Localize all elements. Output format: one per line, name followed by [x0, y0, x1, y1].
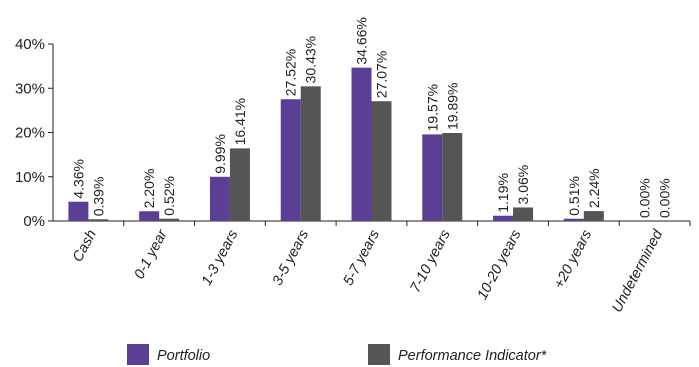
category-label: 7-10 years: [408, 227, 454, 295]
bar-portfolio: [351, 67, 372, 221]
category-label: 5-7 years: [341, 227, 384, 288]
y-tick-label: 10%: [15, 169, 45, 186]
data-label: 19.57%: [424, 84, 440, 131]
bar-portfolio: [139, 211, 160, 221]
data-label: 9.99%: [212, 134, 228, 174]
chart-data-labels: 4.36% 0.39% 2.20% 0.52% 9.99%16.41% 27.52% 30.…: [70, 17, 672, 218]
data-label: 0.00%: [637, 178, 653, 218]
data-label: 34.66%: [354, 17, 370, 64]
bar-indicator: [371, 101, 392, 221]
data-label: 30.43%: [303, 36, 319, 83]
data-label: 1.19%: [495, 173, 511, 213]
data-label: 4.36%: [70, 159, 86, 199]
data-label: 3.06%: [515, 165, 531, 205]
chart-category-labels: Cash 0-1 year 1-3 years 3-5 years 5-7 years 7…: [70, 226, 667, 315]
data-label: 0.00%: [657, 178, 673, 218]
data-label: 0.52%: [161, 176, 177, 216]
legend-label: Portfolio: [157, 348, 210, 364]
data-label: 0.51%: [566, 176, 582, 216]
data-label: 19.89%: [444, 83, 460, 130]
bar-indicator: [88, 219, 109, 221]
bar-indicator: [513, 207, 534, 221]
bar-indicator: [229, 148, 250, 221]
y-tick-label: 40%: [15, 36, 45, 53]
legend-swatch: [127, 344, 149, 365]
bar-portfolio: [493, 215, 514, 221]
data-label: 27.52%: [283, 49, 299, 96]
chart-bars: [68, 67, 604, 221]
chart-legend: Portfolio Performance Indicator*: [127, 344, 548, 365]
y-tick-label: 20%: [15, 125, 45, 142]
bar-indicator: [300, 86, 321, 221]
bar-indicator: [583, 211, 604, 221]
bar-portfolio: [280, 99, 301, 221]
bar-portfolio: [422, 134, 443, 221]
data-label: 27.07%: [374, 51, 390, 98]
bar-portfolio: [209, 176, 230, 221]
data-label: 2.20%: [141, 169, 157, 209]
data-label: 0.39%: [90, 177, 106, 217]
legend-swatch: [368, 344, 390, 365]
category-label: 3-5 years: [270, 227, 313, 288]
y-tick-label: 0%: [23, 213, 45, 230]
legend-label: Performance Indicator*: [398, 348, 548, 364]
category-label: Cash: [70, 227, 100, 264]
category-label: 1-3 years: [199, 227, 242, 288]
category-label: Undetermined: [609, 227, 666, 316]
bar-indicator: [159, 218, 180, 221]
category-label: +20 years: [551, 227, 595, 291]
category-label: 10-20 years: [475, 227, 525, 302]
bar-indicator: [442, 132, 463, 221]
category-label: 0-1 year: [132, 226, 172, 282]
bar-portfolio: [68, 201, 89, 221]
data-label: 2.24%: [586, 168, 602, 208]
data-label: 16.41%: [232, 98, 248, 145]
y-tick-label: 30%: [15, 80, 45, 97]
bar-portfolio: [563, 218, 584, 221]
